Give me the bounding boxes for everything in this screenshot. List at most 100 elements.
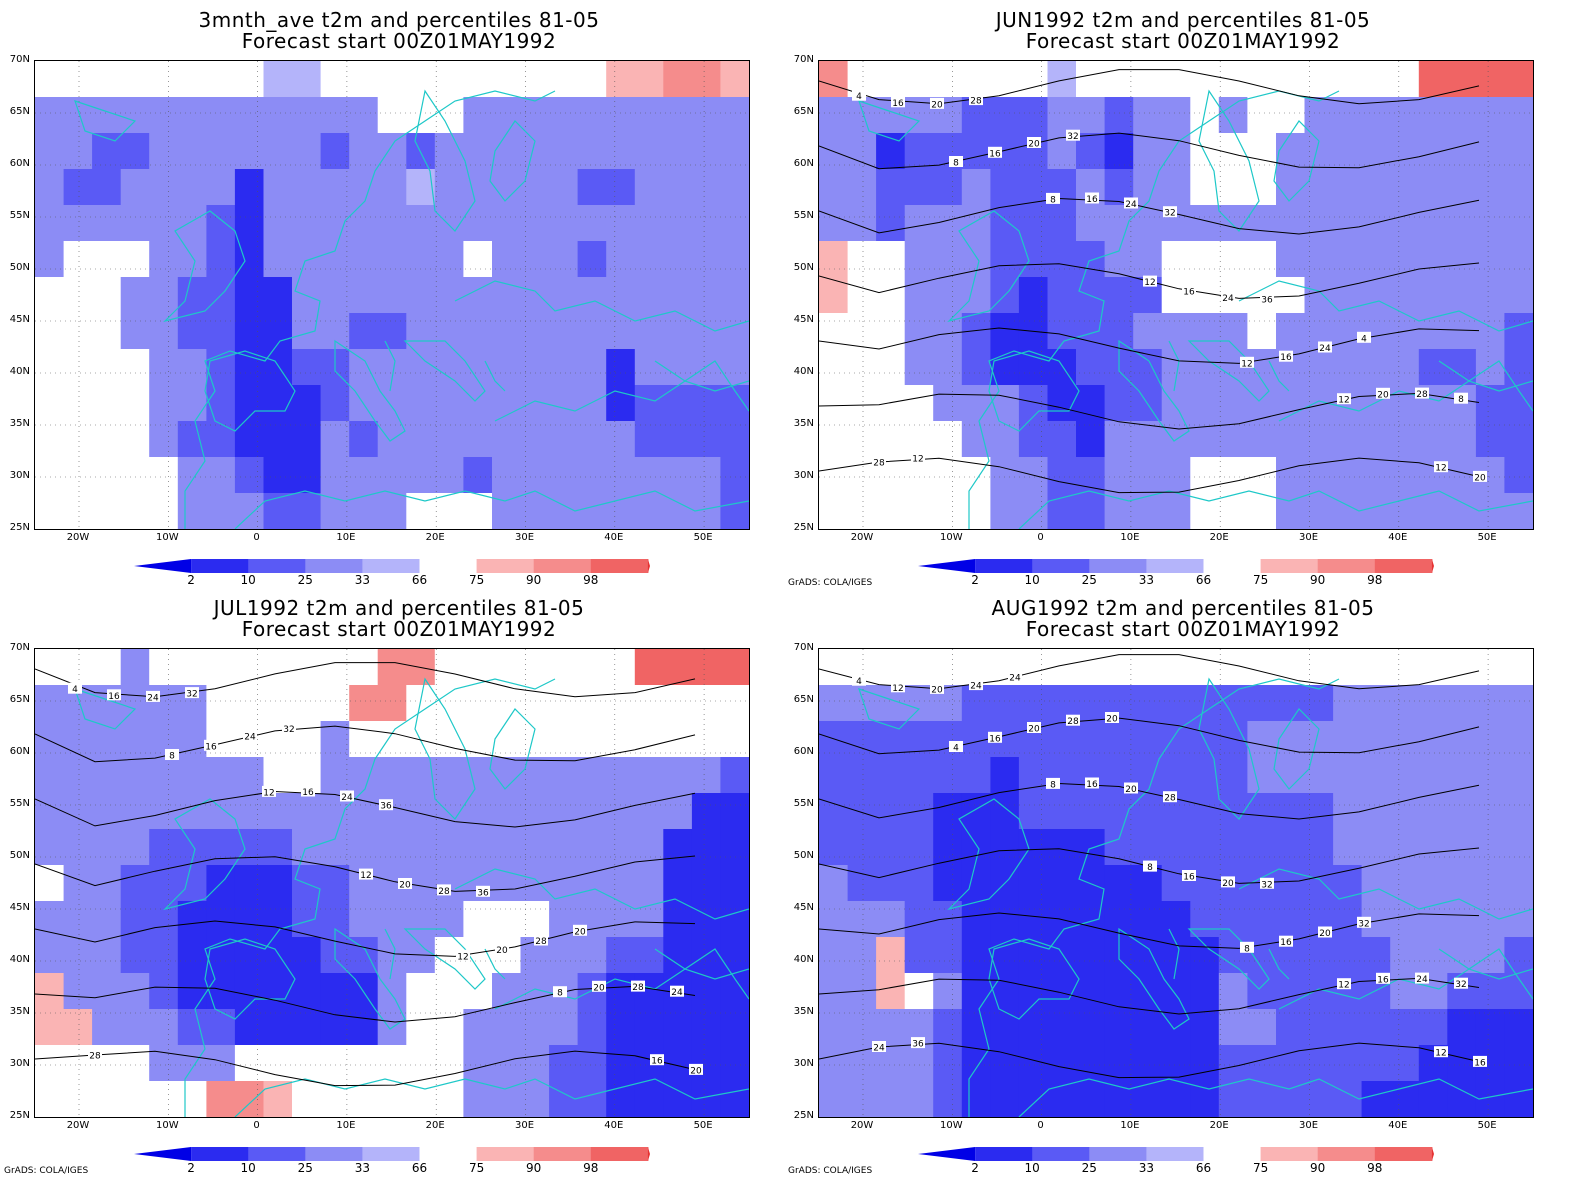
contour-label: 24 xyxy=(244,733,256,743)
contour-label: 20 xyxy=(574,927,586,937)
contour-label-bg xyxy=(1260,877,1274,889)
contour-label: 32 xyxy=(1261,880,1272,890)
longitude-tick-label: 20W xyxy=(850,1120,874,1131)
latitude-tick-label: 60N xyxy=(793,746,814,757)
contour-label-bg xyxy=(689,1063,703,1075)
coastline-borders xyxy=(858,89,1533,529)
longitude-tick-label: 10E xyxy=(336,532,356,543)
contour-label-bg xyxy=(68,682,82,694)
contour-label-bg xyxy=(1085,777,1099,789)
contour-label: 12 xyxy=(457,952,468,962)
colorbar-label: 90 xyxy=(526,1161,542,1175)
colorbar-label: 75 xyxy=(468,1161,485,1175)
contour-label-bg xyxy=(592,980,606,992)
colorbar-label: 2 xyxy=(971,1161,979,1175)
contour-label: 20 xyxy=(399,881,411,891)
contour-label-bg xyxy=(988,731,1002,743)
contour-label-bg xyxy=(553,986,567,998)
contour-label: 32 xyxy=(1358,919,1369,929)
contour-label: 16 xyxy=(1280,353,1292,363)
colorbar-label: 75 xyxy=(1252,1161,1269,1175)
contour-label-bg xyxy=(1085,192,1099,204)
map-plot: 4 8 12 12 12 8 16 16 16 16 20 20 20 20 24 24 24 28 28 28 28 3… xyxy=(34,648,750,1118)
isotherm-contours: 4 8 12 12 12 8 16 16 16 16 20 20 20 20 24 24 24 28 28 28 28 3… xyxy=(35,662,703,1087)
contour-label: 24 xyxy=(1416,975,1428,985)
contour-label: 20 xyxy=(1028,140,1040,150)
panel-subtitle: Forecast start 00Z01MAY1992 xyxy=(1025,617,1341,641)
contour-label: 20 xyxy=(1222,879,1234,889)
latitude-tick-label: 25N xyxy=(9,522,30,533)
contour-label-bg xyxy=(852,89,866,101)
latitude-tick-label: 70N xyxy=(9,642,30,653)
contour-label: 12 xyxy=(1241,359,1252,369)
latitude-tick-label: 50N xyxy=(9,850,30,861)
colorbar: 2 10 25 33 66 75 90 98 xyxy=(918,1146,1434,1180)
contour-label: 4 xyxy=(856,92,862,102)
colorbar-label: 98 xyxy=(583,1161,599,1175)
contour-label-bg xyxy=(872,1041,886,1052)
contour-label: 28 xyxy=(1067,717,1079,727)
contour-label: 4 xyxy=(856,677,862,687)
contour-label-bg xyxy=(872,456,886,467)
latitude-tick-label: 30N xyxy=(793,470,814,481)
contour-label-bg xyxy=(1008,671,1022,682)
contour-label-bg xyxy=(969,94,983,106)
contour-label: 16 xyxy=(302,788,314,798)
credit-text: GrADS: COLA/IGES xyxy=(788,578,873,588)
contour-label-bg xyxy=(1143,275,1157,287)
contour-label: 16 xyxy=(989,149,1001,159)
colorbar: 2 10 25 33 66 75 90 98 xyxy=(134,558,650,592)
contour-label-bg xyxy=(262,785,276,797)
contour-label-bg xyxy=(930,682,944,694)
contour-label-bg xyxy=(456,949,470,961)
isotherm-contours: 4 4 8 8 8 12 12 12 16 16 16 16 16 16 20 20 20 20 20 24 24 24 2… xyxy=(819,654,1487,1079)
contour-label-bg xyxy=(1337,978,1351,990)
latitude-tick-label: 65N xyxy=(9,694,30,705)
contour-label-bg xyxy=(670,985,684,997)
contour-label-bg xyxy=(650,1054,664,1066)
contour-label-bg xyxy=(398,878,412,889)
latitude-tick-label: 30N xyxy=(793,1058,814,1069)
contour-label: 12 xyxy=(1144,278,1155,288)
colorbar-label: 2 xyxy=(971,573,979,587)
contour-label-bg xyxy=(1376,972,1390,984)
contour-label: 32 xyxy=(283,725,294,735)
latitude-tick-label: 60N xyxy=(793,158,814,169)
contour-label: 16 xyxy=(108,692,120,702)
contour-label: 12 xyxy=(1338,981,1349,991)
contour-label: 16 xyxy=(1377,975,1389,985)
contour-label: 20 xyxy=(1319,929,1331,939)
colorbar-label: 33 xyxy=(354,1161,371,1175)
contour-label: 28 xyxy=(873,459,885,469)
contour-label-bg xyxy=(204,739,218,751)
latitude-tick-label: 70N xyxy=(793,54,814,65)
longitude-tick-label: 10W xyxy=(155,1120,179,1131)
latitude-tick-label: 30N xyxy=(9,470,30,481)
colorbar-label: 10 xyxy=(1024,573,1040,587)
contour-label: 28 xyxy=(438,887,450,897)
latitude-tick-label: 60N xyxy=(9,158,30,169)
contour-label-bg xyxy=(1473,470,1487,482)
colorbar-label: 25 xyxy=(297,1161,313,1175)
panel-title: JUN1992 t2m and percentiles 81-05 xyxy=(995,8,1371,32)
shaded-percentile-field: 4 4 8 8 8 12 12 12 16 16 16 16 16 16 20 20 20 20 20 24 24 24 2… xyxy=(819,649,1533,1117)
colorbar-label: 33 xyxy=(1138,573,1155,587)
contour-label: 12 xyxy=(263,788,274,798)
contour-label: 24 xyxy=(873,1044,885,1054)
contour-label: 4 xyxy=(953,744,959,754)
contour-label-bg xyxy=(1046,777,1060,789)
colorbar-label: 98 xyxy=(1367,1161,1383,1175)
longitude-tick-label: 20E xyxy=(1209,532,1229,543)
contour-label: 16 xyxy=(1474,1058,1486,1068)
panel-jul1992: JUL1992 t2m and percentiles 81-05 Foreca… xyxy=(0,588,798,1186)
contour-label: 16 xyxy=(205,742,217,752)
contour-label-bg xyxy=(495,943,509,955)
latitude-tick-label: 45N xyxy=(9,314,30,325)
panel-3mnth-ave: 3mnth_ave t2m and percentiles 81-05 Fore… xyxy=(0,0,798,598)
longitude-tick-label: 10W xyxy=(155,532,179,543)
longitude-tick-label: 20E xyxy=(425,1120,445,1131)
contour-label: 16 xyxy=(1086,780,1098,790)
latitude-tick-label: 65N xyxy=(793,106,814,117)
colorbar-label: 25 xyxy=(1081,573,1097,587)
contour-label-bg xyxy=(340,790,354,802)
